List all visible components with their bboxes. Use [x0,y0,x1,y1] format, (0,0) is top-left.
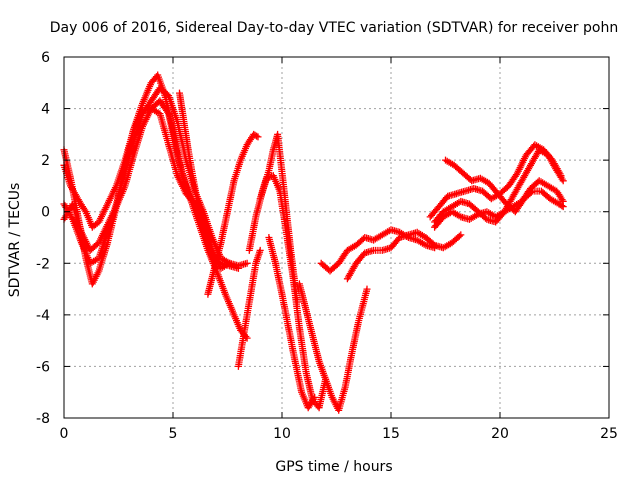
series-track-13 [343,228,465,283]
series-track-9 [256,172,330,412]
data-point [457,231,465,239]
data-point [455,232,463,240]
chart-title: Day 006 of 2016, Sidereal Day-to-day VTE… [50,20,618,36]
data-point [559,203,567,211]
axes: 0 5 10 15 20 25 -8 -6 -4 -2 0 2 4 6 [36,50,618,442]
x-tick-label: 25 [600,426,618,442]
x-tick-label: 5 [169,426,178,442]
y-tick-label: 2 [41,153,50,169]
data-point [558,202,566,210]
data-point [254,133,262,141]
data-point [253,132,261,140]
data-point [363,285,371,293]
data-point [243,259,251,267]
series-track-7 [234,246,264,370]
y-tick-label: 6 [41,50,50,66]
series-track-11 [295,280,371,414]
data-point [226,259,234,267]
series-track-5 [176,89,221,267]
data-point [527,188,535,196]
data-point [256,246,264,254]
x-tick-label: 15 [382,426,400,442]
x-tick-label: 0 [60,426,69,442]
series-track-17 [442,156,567,216]
data-point [164,108,171,116]
data-marks [60,71,567,414]
plot-frame [63,56,610,419]
y-tick-label: -6 [36,359,50,375]
x-tick-label: 20 [491,426,509,442]
x-tick-label: 10 [273,426,291,442]
series-track-10 [265,234,319,412]
y-tick-label: -8 [36,411,50,427]
x-axis-label: GPS time / hours [275,459,392,475]
y-tick-label: -4 [36,308,50,324]
data-point [311,393,319,401]
data-point [559,177,567,185]
y-tick-label: 0 [41,205,50,221]
y-tick-label: 4 [41,102,50,118]
series-track-6 [204,130,262,298]
data-point [234,264,242,272]
y-tick-label: -2 [36,256,50,272]
y-axis-label: SDTVAR / TECUs [7,183,23,298]
